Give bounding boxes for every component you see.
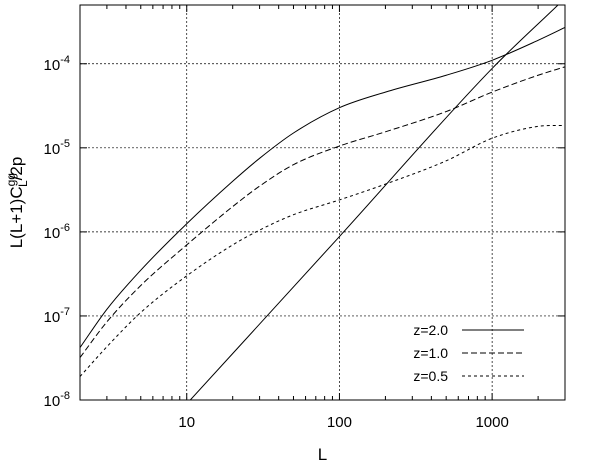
y-tick-label-exponent: -7	[60, 306, 70, 318]
legend-label: z=0.5	[413, 368, 448, 384]
series-line-4	[189, 5, 559, 400]
series-line-2	[80, 66, 565, 358]
y-tick-label-base: 10	[44, 57, 61, 74]
y-axis-title-subscript: L	[16, 180, 30, 187]
y-tick-label-exponent: -6	[60, 222, 70, 234]
y-tick-label-exponent: -4	[60, 54, 70, 66]
y-tick-label-exponent: -8	[60, 390, 70, 402]
series-layer	[80, 5, 565, 400]
y-tick-label: 10-8	[44, 390, 70, 410]
x-tick-label: 10	[178, 414, 195, 431]
y-axis-title: L(L+1)CggL/2p	[4, 157, 30, 249]
y-tick-label: 10-6	[44, 222, 70, 242]
y-tick-label: 10-4	[44, 54, 70, 74]
y-axis-title-main: L(L+1)C	[7, 186, 26, 248]
y-tick-label: 10-7	[44, 306, 70, 326]
y-tick-label-base: 10	[44, 225, 61, 242]
y-tick-label-exponent: -5	[60, 138, 70, 150]
y-tick-label-base: 10	[44, 309, 61, 326]
y-tick-label: 10-5	[44, 138, 70, 158]
y-tick-label-base: 10	[44, 141, 61, 158]
plot-frame	[79, 4, 566, 401]
y-axis-title-superscript: gg	[4, 173, 18, 186]
legend-label: z=1.0	[413, 345, 448, 361]
y-axis-title-tail: /2p	[7, 157, 26, 181]
y-tick-label-base: 10	[44, 393, 61, 410]
grid	[80, 5, 565, 400]
x-axis-title: L	[318, 445, 327, 464]
x-tick-label: 100	[327, 414, 352, 431]
legend: z=2.0 z=1.0 z=0.5	[413, 322, 524, 384]
x-tick-label: 1000	[475, 414, 508, 431]
legend-label: z=2.0	[413, 322, 448, 338]
series-line-1	[80, 27, 565, 348]
series-line-3	[80, 124, 565, 377]
